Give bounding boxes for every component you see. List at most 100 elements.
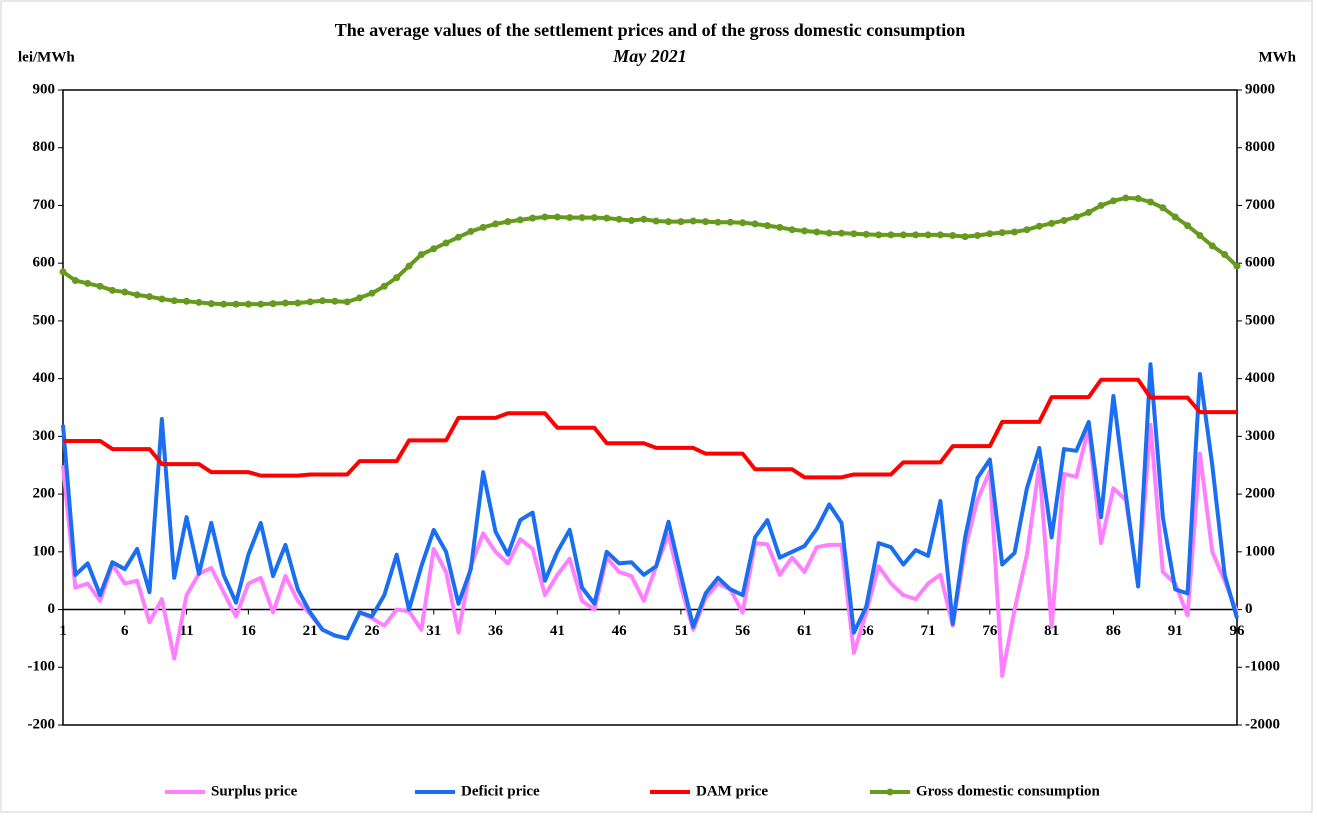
chart-title: The average values of the settlement pri… — [335, 20, 966, 40]
series-marker — [1184, 222, 1192, 230]
series-marker — [319, 297, 327, 305]
series-marker — [1146, 198, 1154, 206]
y2-tick-label: 1000 — [1245, 543, 1275, 559]
series-marker — [1233, 262, 1241, 270]
series-marker — [454, 233, 462, 241]
y-tick-label: 0 — [48, 601, 56, 617]
y2-tick-label: -2000 — [1245, 716, 1280, 732]
series-marker — [1208, 242, 1216, 250]
series-marker — [640, 215, 648, 223]
y2-tick-label: 5000 — [1245, 312, 1275, 328]
x-tick-label: 21 — [303, 623, 318, 639]
chart-subtitle: May 2021 — [612, 46, 687, 66]
series-marker — [603, 214, 611, 222]
series-marker — [516, 216, 524, 224]
series-marker — [393, 274, 401, 282]
series-marker — [751, 220, 759, 228]
x-tick-label: 16 — [241, 623, 257, 639]
x-tick-label: 11 — [179, 623, 193, 639]
series-marker — [269, 300, 277, 308]
series-marker — [331, 297, 339, 305]
x-tick-label: 81 — [1044, 623, 1059, 639]
series-marker — [405, 262, 413, 270]
series-marker — [1035, 222, 1043, 230]
legend-label: DAM price — [696, 783, 768, 799]
series-line — [61, 422, 1239, 678]
series-marker — [356, 294, 364, 302]
x-tick-label: 86 — [1106, 623, 1122, 639]
series-marker — [220, 300, 228, 308]
series-marker — [825, 229, 833, 237]
y2-axis-label: MWh — [1259, 49, 1297, 65]
series-marker — [615, 215, 623, 223]
y-tick-label: 500 — [33, 312, 56, 328]
series-marker — [1048, 219, 1056, 227]
x-tick-label: 1 — [59, 623, 67, 639]
series-marker — [850, 230, 858, 238]
series-marker — [257, 300, 265, 308]
series-marker — [627, 216, 635, 224]
y-tick-label: 700 — [33, 197, 56, 213]
series-marker — [566, 214, 574, 222]
legend-label: Gross domestic consumption — [916, 783, 1101, 799]
x-tick-label: 76 — [982, 623, 998, 639]
series-marker — [899, 231, 907, 239]
x-tick-label: 31 — [426, 623, 441, 639]
y2-tick-label: 0 — [1245, 601, 1253, 617]
series-marker — [368, 289, 376, 297]
series-marker — [232, 300, 240, 308]
y2-tick-label: 7000 — [1245, 197, 1275, 213]
x-tick-label: 51 — [673, 623, 688, 639]
series-marker — [578, 214, 586, 222]
series-marker — [862, 230, 870, 238]
series-marker — [146, 293, 154, 301]
x-tick-label: 46 — [612, 623, 628, 639]
legend-marker — [886, 788, 894, 796]
y2-tick-label: 3000 — [1245, 428, 1275, 444]
series-line — [63, 377, 1237, 480]
series-marker — [1072, 213, 1080, 221]
series-marker — [96, 282, 104, 290]
series-marker — [763, 222, 771, 230]
series-marker — [912, 231, 920, 239]
y2-tick-label: 6000 — [1245, 255, 1275, 271]
series-marker — [71, 277, 79, 284]
series-marker — [1171, 213, 1179, 221]
series-marker — [1159, 204, 1167, 212]
series-marker — [1011, 228, 1019, 236]
series-marker — [739, 219, 747, 227]
series-marker — [1060, 216, 1068, 224]
series-marker — [973, 231, 981, 239]
series-marker — [504, 218, 512, 226]
x-tick-label: 56 — [735, 623, 751, 639]
series-marker — [553, 213, 561, 221]
series-marker — [529, 214, 537, 222]
series-marker — [158, 295, 166, 303]
series-marker — [838, 229, 846, 237]
y2-tick-label: 8000 — [1245, 139, 1275, 155]
x-tick-label: 36 — [488, 623, 504, 639]
series-marker — [1134, 195, 1142, 203]
series-marker — [998, 229, 1006, 237]
series-marker — [702, 218, 710, 226]
series-marker — [800, 227, 808, 235]
series-marker — [207, 300, 215, 308]
series-marker — [59, 268, 67, 276]
series-marker — [479, 223, 487, 231]
legend-label: Surplus price — [211, 783, 298, 799]
series-line — [61, 362, 1239, 641]
series-marker — [1097, 201, 1105, 209]
series-marker — [244, 300, 252, 308]
y-tick-label: 200 — [33, 486, 56, 502]
series-marker — [961, 233, 969, 241]
series-marker — [776, 223, 784, 231]
y-tick-label: 800 — [33, 139, 56, 155]
x-tick-label: 41 — [550, 623, 565, 639]
y-tick-label: 400 — [33, 370, 56, 386]
series-marker — [343, 298, 351, 306]
y-tick-label: 900 — [33, 81, 56, 97]
series-marker — [492, 220, 500, 228]
y-tick-label: 600 — [33, 255, 56, 271]
